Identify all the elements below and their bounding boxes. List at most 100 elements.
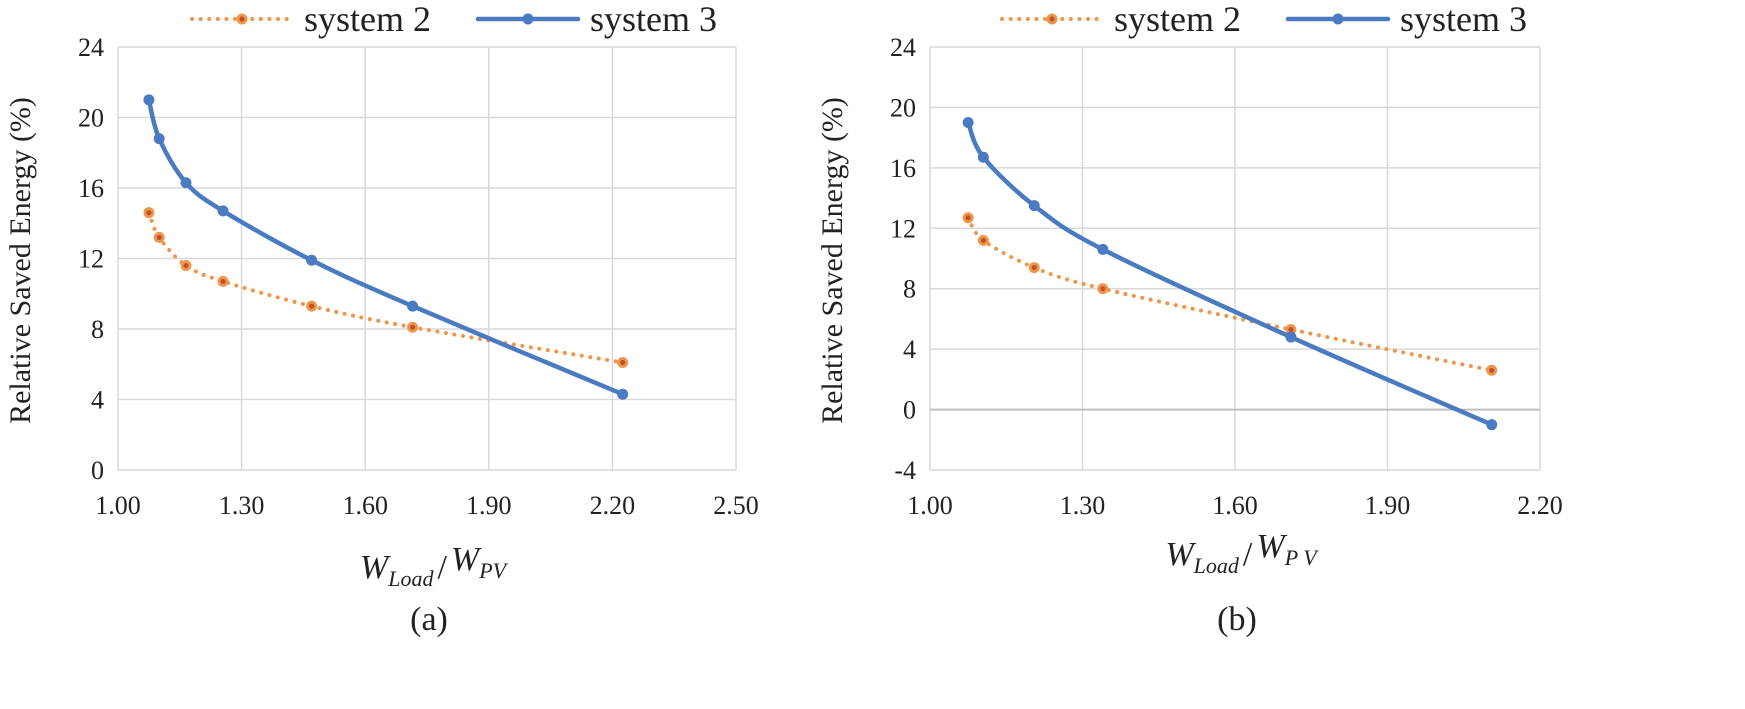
y-tick-label: 16: [890, 154, 916, 183]
data-point-system-2: [217, 275, 229, 287]
legend-marker-inner-system-2: [1049, 16, 1055, 22]
x-axis-title-sep: /: [1243, 536, 1253, 573]
x-axis-title: WLoad / WPV: [360, 541, 509, 591]
data-point-system-2: [407, 321, 419, 333]
legend: system 2 system 3: [190, 0, 717, 39]
marker: [143, 94, 155, 106]
x-tick-label: 2.50: [713, 491, 759, 520]
marker: [977, 151, 989, 163]
data-point-system-3: [1486, 419, 1498, 431]
x-tick-label: 2.20: [590, 491, 636, 520]
chart-panel-a: 1.00 1.30 1.60 1.90 2.20 2.50 0 4 8 12 16 20 24 syste…: [4, 0, 759, 638]
x-axis-title: WLoad / WP V: [1165, 528, 1319, 578]
marker: [962, 117, 974, 129]
legend-label-system-2: system 2: [304, 0, 431, 39]
marker-inner: [1100, 286, 1106, 292]
marker-inner: [980, 237, 986, 243]
marker: [306, 254, 318, 266]
marker-inner: [965, 215, 971, 221]
y-tick-label: 16: [78, 174, 104, 203]
marker-inner: [620, 359, 626, 366]
x-tick-label: 1.90: [1365, 491, 1411, 520]
x-axis-title-main1: W: [1165, 536, 1196, 573]
data-point-system-3: [143, 94, 155, 106]
marker: [407, 300, 419, 312]
marker: [1285, 331, 1297, 343]
x-tick-label: 1.00: [95, 491, 141, 520]
y-axis-title: Relative Saved Energy (%): [4, 97, 37, 424]
data-point-system-2: [1486, 364, 1498, 376]
y-tick-label: 24: [78, 33, 104, 62]
data-point-system-3: [180, 177, 192, 189]
marker-inner: [220, 278, 226, 285]
data-point-system-2: [306, 300, 318, 312]
y-tick-label: -4: [894, 456, 916, 485]
x-tick-label: 1.60: [342, 491, 388, 520]
marker-inner: [146, 210, 152, 216]
data-point-system-2: [1028, 262, 1040, 274]
data-point-system-3: [962, 117, 974, 129]
legend-marker-system-3: [522, 13, 534, 25]
data-point-system-3: [1285, 331, 1297, 343]
x-axis-title-sub2: P V: [1284, 545, 1320, 570]
marker-inner: [1288, 326, 1294, 333]
data-point-system-3: [617, 388, 629, 400]
x-tick-label: 2.20: [1517, 491, 1563, 520]
legend-label-system-2: system 2: [1114, 0, 1241, 39]
marker-inner: [1489, 367, 1495, 373]
marker: [617, 388, 629, 400]
data-point-system-3: [407, 300, 419, 312]
data-point-system-3: [1028, 200, 1040, 212]
x-tick-label: 1.30: [219, 491, 265, 520]
data-point-system-3: [977, 151, 989, 163]
marker-inner: [309, 303, 315, 309]
chart-panel-b: 1.00 1.30 1.60 1.90 2.20 -4 0 4 8 12 16 20 24 system …: [816, 0, 1563, 638]
marker: [1486, 419, 1498, 431]
x-tick-label: 1.90: [466, 491, 512, 520]
marker: [153, 133, 165, 145]
marker: [1028, 200, 1040, 212]
data-point-system-2: [143, 207, 155, 219]
data-point-system-2: [153, 231, 165, 243]
y-tick-label: 12: [78, 245, 104, 274]
data-point-system-2: [180, 260, 192, 272]
data-point-system-2: [977, 234, 989, 246]
y-tick-label: 20: [890, 93, 916, 122]
series-line-system-2: [146, 210, 625, 365]
x-tick-label: 1.30: [1060, 491, 1106, 520]
marker-inner: [183, 262, 189, 269]
y-tick-label: 20: [78, 104, 104, 133]
x-axis-title-sub2: PV: [478, 558, 508, 583]
series-line-system-3: [146, 97, 625, 397]
y-axis-title: Relative Saved Energy (%): [816, 97, 849, 424]
legend-marker-system-3: [1332, 13, 1344, 25]
data-point-system-3: [306, 254, 318, 266]
x-tick-label: 1.60: [1212, 491, 1258, 520]
marker-inner: [156, 234, 162, 240]
y-tick-label: 0: [903, 396, 916, 425]
data-point-system-2: [962, 212, 974, 224]
y-tick-label: 0: [91, 456, 104, 485]
data-point-system-3: [217, 205, 229, 217]
legend: system 2 system 3: [1000, 0, 1527, 39]
panel-label: (a): [410, 601, 448, 638]
y-tick-label: 8: [91, 315, 104, 344]
y-tick-label: 4: [91, 386, 104, 415]
marker: [1097, 243, 1109, 255]
marker: [180, 177, 192, 189]
legend-marker-inner-system-2: [239, 16, 245, 22]
legend-label-system-3: system 3: [590, 0, 717, 39]
series-line-system-2: [966, 215, 1494, 373]
data-point-system-3: [1097, 243, 1109, 255]
y-tick-label: 8: [903, 275, 916, 304]
y-tick-label: 12: [890, 214, 916, 243]
data-point-system-2: [1097, 283, 1109, 295]
data-point-system-2: [617, 356, 629, 368]
x-tick-label: 1.00: [907, 491, 953, 520]
marker-inner: [1031, 264, 1037, 271]
legend-label-system-3: system 3: [1400, 0, 1527, 39]
data-point-system-3: [153, 133, 165, 145]
marker: [217, 205, 229, 217]
x-axis-title-sub1: Load: [1193, 553, 1240, 578]
